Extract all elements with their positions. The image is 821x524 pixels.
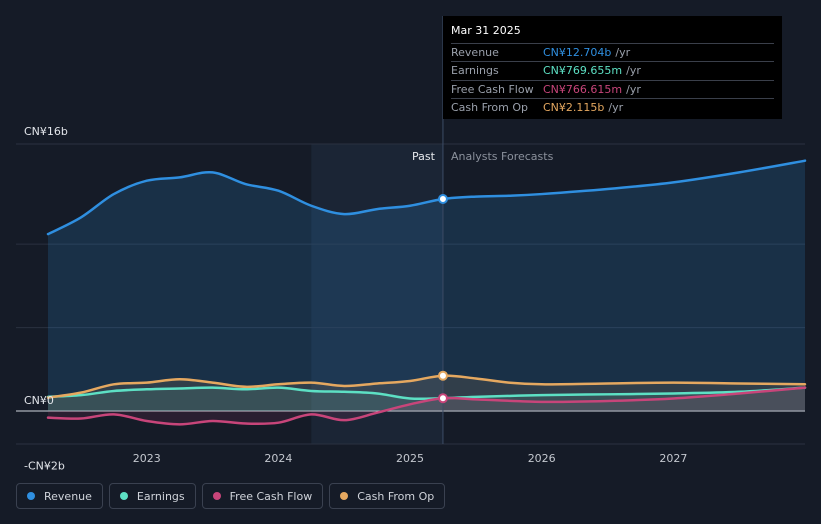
- free-cash-flow-line: [46, 386, 807, 426]
- cash-from-op-marker: [437, 370, 448, 381]
- legend-item-revenue[interactable]: Revenue: [16, 483, 103, 509]
- tooltip-unit: /yr: [615, 46, 631, 59]
- tooltip-unit: /yr: [608, 101, 624, 115]
- tooltip-row-free-cash-flow: Free Cash Flow CN¥766.615m /yr: [451, 79, 774, 98]
- x-tick-label: 2027: [659, 452, 687, 465]
- tooltip-value-earnings: CN¥769.655m: [543, 64, 623, 78]
- tooltip-date: Mar 31 2025: [451, 24, 521, 37]
- free-cash-flow-area: [48, 387, 805, 425]
- chart-legend: Revenue Earnings Free Cash Flow Cash Fro…: [16, 483, 446, 511]
- forecast-label: Analysts Forecasts: [451, 150, 554, 163]
- legend-label: Revenue: [44, 489, 92, 503]
- earnings-line: [46, 386, 807, 401]
- legend-label: Earnings: [136, 489, 185, 503]
- tooltip-unit: /yr: [626, 82, 641, 96]
- tooltip-value-free-cash-flow: CN¥766.615m: [543, 82, 623, 96]
- legend-label: Cash From Op: [357, 489, 435, 503]
- y-tick-label: -CN¥2b: [24, 459, 65, 472]
- revenue-dot-icon: [27, 492, 35, 500]
- tooltip-value-cash-from-op: CN¥2.115b: [543, 101, 605, 115]
- x-tick-label: 2023: [133, 452, 161, 465]
- revenue-area: [48, 160, 805, 411]
- tooltip-label: Cash From Op: [451, 101, 529, 115]
- legend-label: Free Cash Flow: [229, 489, 313, 503]
- revenue-line: [46, 159, 807, 236]
- y-tick-label: CN¥0: [24, 394, 54, 407]
- legend-item-free-cash-flow[interactable]: Free Cash Flow: [201, 483, 324, 509]
- chart-tooltip: Mar 31 2025 Revenue CN¥12.704b /yr Earni…: [443, 16, 782, 119]
- legend-item-cash-from-op[interactable]: Cash From Op: [329, 483, 446, 509]
- y-tick-label: CN¥16b: [24, 125, 68, 138]
- revenue-marker: [437, 194, 448, 205]
- x-tick-label: 2025: [396, 452, 424, 465]
- tooltip-row-revenue: Revenue CN¥12.704b /yr: [451, 43, 774, 61]
- free-cash-flow-dot-icon: [212, 492, 221, 500]
- tooltip-label: Free Cash Flow: [451, 82, 534, 96]
- cash-from-op-line: [46, 374, 807, 399]
- x-tick-label: 2026: [528, 452, 556, 465]
- earnings-dot-icon: [119, 492, 128, 500]
- x-tick-label: 2024: [264, 452, 292, 465]
- tooltip-label: Revenue: [451, 46, 499, 59]
- free-cash-flow-marker: [437, 393, 448, 404]
- legend-item-earnings[interactable]: Earnings: [108, 483, 196, 509]
- tooltip-label: Earnings: [451, 64, 499, 78]
- past-label: Past: [412, 150, 436, 163]
- cash-from-op-dot-icon: [340, 492, 349, 500]
- revenue-earnings-chart: CN¥16b CN¥0 -CN¥2b 2023 2024 2025 2026 2027 Past…: [16, 16, 807, 472]
- tooltip-row-earnings: Earnings CN¥769.655m /yr: [451, 61, 774, 79]
- tooltip-row-cash-from-op: Cash From Op CN¥2.115b /yr: [451, 98, 774, 116]
- chart-area: CN¥16b CN¥0 -CN¥2b 2023 2024 2025 2026 2027 Past…: [16, 16, 807, 472]
- tooltip-value-revenue: CN¥12.704b: [543, 46, 612, 59]
- tooltip-unit: /yr: [626, 64, 641, 78]
